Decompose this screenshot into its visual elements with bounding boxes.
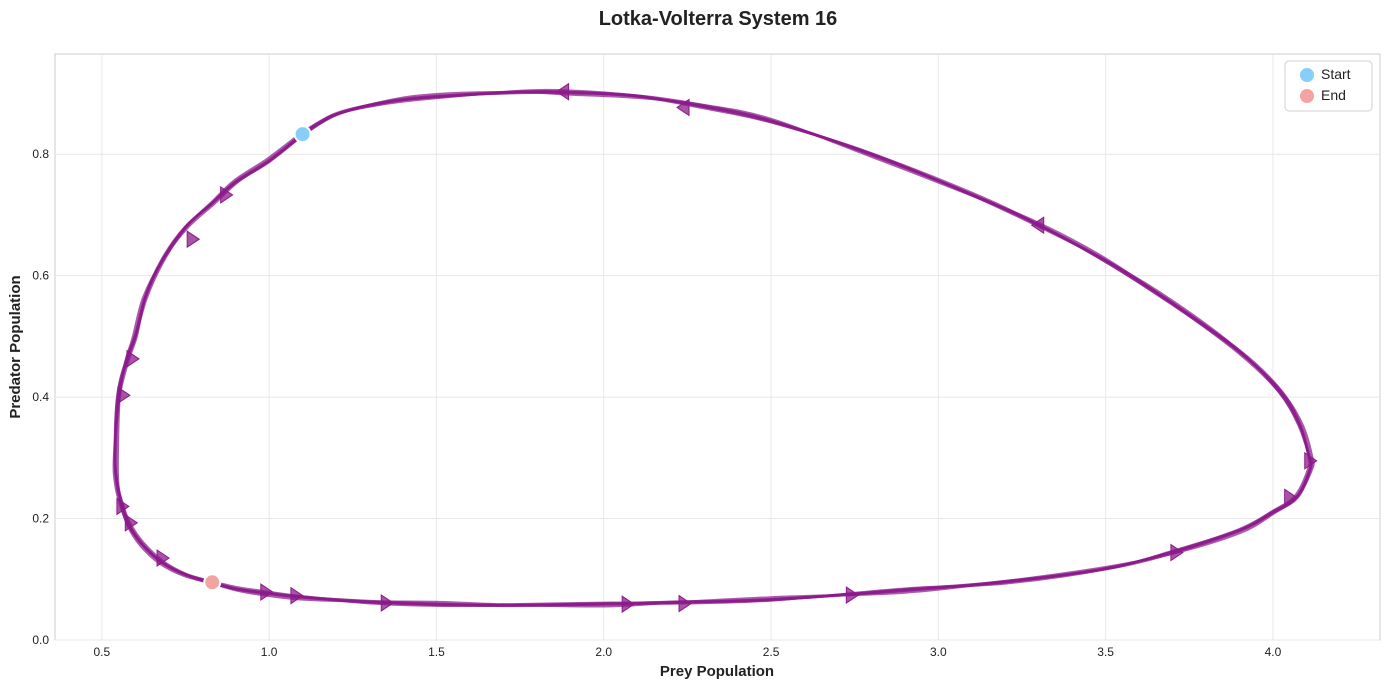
direction-arrow-marker: [380, 594, 395, 612]
y-tick-label: 0.4: [32, 390, 49, 404]
direction-arrow-marker: [220, 185, 234, 204]
legend-start-label: Start: [1321, 66, 1351, 82]
direction-arrow-marker: [621, 595, 636, 614]
x-tick-label: 3.0: [930, 645, 947, 659]
direction-arrow-marker: [1030, 216, 1045, 235]
chart-title: Lotka-Volterra System 16: [599, 8, 838, 30]
legend: Start End: [1284, 60, 1373, 112]
y-tick-label: 0.2: [32, 512, 49, 526]
direction-arrow-marker: [1170, 543, 1184, 562]
direction-arrow-marker: [126, 349, 140, 368]
end-point-marker: [203, 573, 222, 592]
direction-markers: [116, 82, 1318, 614]
direction-arrow-marker: [1304, 451, 1318, 470]
x-tick-label: 2.5: [763, 645, 780, 659]
endpoint-markers: [203, 125, 312, 592]
direction-arrow-marker: [676, 98, 690, 117]
x-tick-label: 1.5: [428, 645, 445, 659]
direction-arrow-marker: [845, 586, 860, 604]
legend-end-marker: [1300, 89, 1314, 103]
y-axis-ticks: 0.0 0.2 0.4 0.6 0.8: [32, 147, 49, 647]
legend-end-label: End: [1321, 87, 1346, 103]
x-tick-label: 4.0: [1265, 645, 1282, 659]
direction-arrow-marker: [290, 586, 304, 605]
direction-arrow-marker: [116, 497, 130, 516]
start-point-marker: [293, 125, 312, 144]
x-tick-label: 3.5: [1097, 645, 1114, 659]
trajectory-line: [113, 90, 1313, 608]
direction-arrow-marker: [186, 230, 201, 249]
direction-arrow-marker: [1284, 488, 1298, 507]
y-tick-label: 0.0: [32, 633, 49, 647]
x-axis-ticks: 0.5 1.0 1.5 2.0 2.5 3.0 3.5 4.0: [93, 645, 1281, 659]
trajectory-group: [112, 88, 1315, 608]
x-tick-label: 0.5: [93, 645, 110, 659]
x-axis-label: Prey Population: [660, 663, 774, 680]
x-tick-label: 1.0: [261, 645, 278, 659]
direction-arrow-marker: [678, 594, 692, 613]
direction-arrow-marker: [260, 583, 274, 601]
direction-arrow-marker: [156, 549, 170, 567]
y-axis-label: Predator Population: [7, 275, 24, 418]
y-tick-label: 0.8: [32, 147, 49, 161]
legend-start-marker: [1300, 68, 1314, 82]
direction-arrow-marker: [117, 386, 131, 405]
x-tick-label: 2.0: [595, 645, 612, 659]
direction-arrow-marker: [124, 513, 139, 532]
direction-arrow-marker: [555, 82, 570, 101]
y-tick-label: 0.6: [32, 269, 49, 283]
